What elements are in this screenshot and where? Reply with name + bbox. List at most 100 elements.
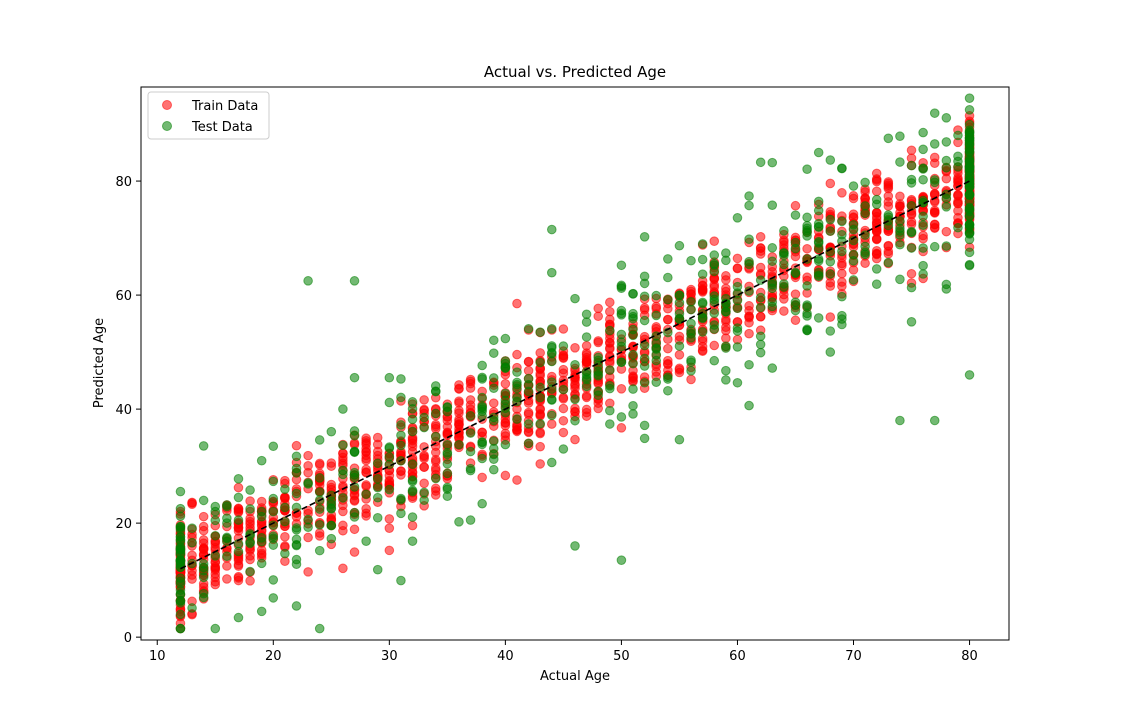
- point-train: [895, 199, 905, 209]
- point-train: [465, 400, 476, 410]
- point-test: [918, 260, 928, 271]
- point-test: [407, 536, 418, 546]
- point-train: [558, 403, 569, 414]
- x-tick-label: 70: [845, 649, 862, 664]
- point-test: [430, 431, 441, 442]
- point-test: [245, 537, 255, 548]
- point-test: [523, 323, 534, 334]
- point-test: [187, 603, 197, 613]
- point-test: [639, 315, 650, 326]
- x-tick-label: 40: [497, 649, 514, 664]
- point-test: [906, 178, 917, 188]
- point-train: [280, 493, 290, 503]
- point-train: [605, 356, 615, 366]
- point-test: [639, 291, 650, 302]
- point-test: [628, 400, 638, 411]
- point-test: [210, 530, 221, 541]
- point-train: [361, 435, 371, 446]
- point-test: [895, 239, 905, 250]
- y-tick-label: 80: [115, 175, 132, 190]
- point-test: [326, 426, 337, 437]
- legend-label-train: Train Data: [191, 99, 258, 114]
- point-test: [639, 278, 650, 289]
- point-test: [454, 517, 464, 527]
- point-test: [419, 422, 429, 433]
- point-test: [825, 347, 836, 357]
- point-train: [558, 415, 569, 426]
- point-train: [953, 196, 963, 207]
- point-test: [245, 566, 255, 577]
- point-train: [755, 232, 766, 242]
- x-ticks: 10 20 30 40 50 60 70 80: [149, 640, 978, 664]
- point-test: [964, 370, 975, 380]
- point-train: [198, 525, 209, 536]
- point-train: [349, 547, 360, 557]
- point-train: [280, 532, 290, 542]
- point-train: [790, 289, 801, 299]
- point-test: [628, 349, 638, 360]
- x-tick-label: 80: [961, 649, 978, 664]
- point-train: [384, 523, 395, 533]
- point-train: [558, 427, 569, 438]
- point-test: [709, 355, 720, 366]
- point-test: [268, 493, 279, 504]
- point-test: [338, 404, 348, 414]
- point-test: [546, 394, 557, 405]
- point-train: [721, 322, 731, 333]
- point-test: [883, 257, 894, 268]
- point-train: [953, 176, 963, 187]
- point-train: [570, 372, 580, 383]
- point-test: [546, 384, 557, 394]
- point-test: [825, 214, 836, 225]
- point-train: [488, 398, 499, 408]
- point-test: [372, 512, 383, 523]
- point-test: [280, 548, 290, 559]
- point-test: [349, 276, 360, 286]
- point-test: [303, 479, 313, 489]
- point-test: [674, 308, 685, 319]
- point-test: [848, 249, 859, 260]
- point-test: [709, 308, 720, 319]
- point-test: [605, 325, 615, 336]
- point-test: [372, 564, 383, 575]
- point-train: [860, 187, 870, 197]
- point-test: [918, 269, 928, 279]
- point-test: [616, 280, 627, 291]
- point-train: [953, 212, 963, 223]
- point-train: [558, 351, 569, 361]
- point-train: [697, 346, 708, 357]
- x-tick-label: 30: [381, 649, 398, 664]
- reference-line: [180, 180, 970, 570]
- point-test: [918, 163, 928, 173]
- point-test: [825, 226, 836, 236]
- point-test: [326, 520, 337, 531]
- point-test: [372, 474, 383, 484]
- point-train: [361, 447, 371, 457]
- point-train: [651, 322, 662, 332]
- point-test: [883, 133, 894, 144]
- point-test: [268, 593, 279, 603]
- point-test: [721, 248, 731, 258]
- point-test: [430, 473, 441, 484]
- point-test: [175, 576, 186, 587]
- point-test: [929, 415, 940, 426]
- point-train: [663, 343, 673, 354]
- point-train: [837, 268, 847, 279]
- point-test: [953, 222, 963, 233]
- point-test: [802, 325, 812, 336]
- point-train: [233, 504, 244, 514]
- point-test: [837, 216, 847, 227]
- point-test: [593, 386, 604, 397]
- point-test: [732, 213, 743, 223]
- y-tick-label: 20: [115, 517, 132, 532]
- point-train: [465, 383, 476, 393]
- point-test: [709, 250, 720, 260]
- point-test: [651, 290, 662, 301]
- point-test: [895, 131, 905, 142]
- point-test: [906, 160, 917, 171]
- point-test: [349, 512, 360, 522]
- point-test: [175, 486, 186, 497]
- point-test: [546, 267, 557, 278]
- point-test: [523, 419, 534, 429]
